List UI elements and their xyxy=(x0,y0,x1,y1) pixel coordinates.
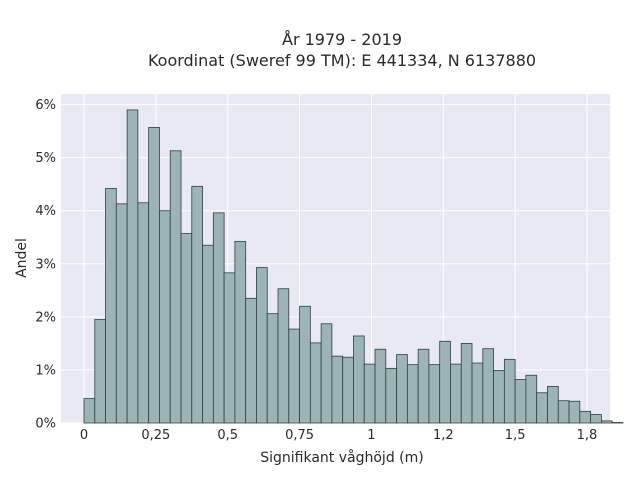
bar-18 xyxy=(277,288,290,424)
bar-29 xyxy=(396,354,408,424)
bar-37 xyxy=(482,348,494,424)
x-tick-label-3: 0,75 xyxy=(285,428,314,443)
chart-title-line1: År 1979 - 2019 xyxy=(282,30,402,49)
bar-30 xyxy=(406,364,419,424)
bar-4 xyxy=(126,109,139,424)
bar-21 xyxy=(309,342,322,424)
y-axis-label: Andel xyxy=(14,238,30,278)
bar-27 xyxy=(374,348,387,424)
bar-2 xyxy=(105,188,117,424)
bar-7 xyxy=(159,210,171,424)
bar-10 xyxy=(191,185,203,424)
bar-11 xyxy=(202,244,214,424)
y-tick-label-4: 4% xyxy=(35,204,56,219)
y-tick-label-5: 5% xyxy=(35,151,56,166)
bar-34 xyxy=(450,363,462,424)
bar-19 xyxy=(288,328,300,424)
bar-13 xyxy=(223,272,236,424)
bar-31 xyxy=(417,348,430,424)
bar-17 xyxy=(266,313,279,424)
bar-40 xyxy=(514,379,527,424)
bar-8 xyxy=(169,150,182,424)
bar-49 xyxy=(611,422,624,424)
bar-45 xyxy=(568,400,581,424)
bar-14 xyxy=(234,241,247,424)
bar-20 xyxy=(299,305,311,424)
bar-12 xyxy=(212,212,225,424)
x-tick-label-7: 1,8 xyxy=(577,428,598,443)
x-tick-label-0: 0 xyxy=(80,428,88,443)
bar-1 xyxy=(94,319,106,424)
bar-9 xyxy=(180,233,193,424)
x-tick-label-4: 1 xyxy=(367,428,375,443)
y-axis-ticks: 0% 1% 2% 3% 4% 5% 6% xyxy=(35,98,56,431)
chart-title-line2: Koordinat (Sweref 99 TM): E 441334, N 61… xyxy=(148,51,536,70)
bar-47 xyxy=(590,414,602,424)
bar-28 xyxy=(385,367,397,424)
bars xyxy=(83,109,624,424)
bar-44 xyxy=(557,400,570,424)
bar-41 xyxy=(525,374,538,424)
y-tick-label-1: 1% xyxy=(35,363,56,378)
bar-6 xyxy=(148,127,160,424)
bar-42 xyxy=(536,392,548,424)
bar-35 xyxy=(460,343,473,424)
bar-48 xyxy=(600,420,613,424)
bar-39 xyxy=(503,358,516,424)
bar-46 xyxy=(579,410,591,424)
x-tick-label-2: 0,5 xyxy=(217,428,238,443)
bar-33 xyxy=(439,340,451,424)
bar-3 xyxy=(115,203,128,424)
x-axis-ticks: 0 0,25 0,5 0,75 1 1,2 1,5 1,8 xyxy=(80,428,597,443)
x-tick-label-6: 1,5 xyxy=(505,428,526,443)
bar-32 xyxy=(428,364,441,424)
y-tick-label-2: 2% xyxy=(35,310,56,325)
y-tick-label-3: 3% xyxy=(35,257,56,272)
y-tick-label-0: 0% xyxy=(35,417,56,432)
x-axis-label: Signifikant våghöjd (m) xyxy=(260,449,423,466)
y-tick-label-6: 6% xyxy=(35,98,56,113)
bar-26 xyxy=(363,363,376,424)
x-tick-label-1: 0,25 xyxy=(141,428,170,443)
bar-36 xyxy=(471,362,484,424)
x-tick-label-5: 1,2 xyxy=(433,428,454,443)
bar-5 xyxy=(137,202,150,424)
bar-24 xyxy=(342,356,354,424)
bar-22 xyxy=(320,323,333,424)
bar-23 xyxy=(331,355,344,424)
bar-43 xyxy=(547,385,559,424)
bar-0 xyxy=(83,398,96,424)
bar-15 xyxy=(245,297,257,424)
bar-38 xyxy=(493,370,505,424)
bar-16 xyxy=(256,267,268,424)
bar-25 xyxy=(353,335,365,424)
